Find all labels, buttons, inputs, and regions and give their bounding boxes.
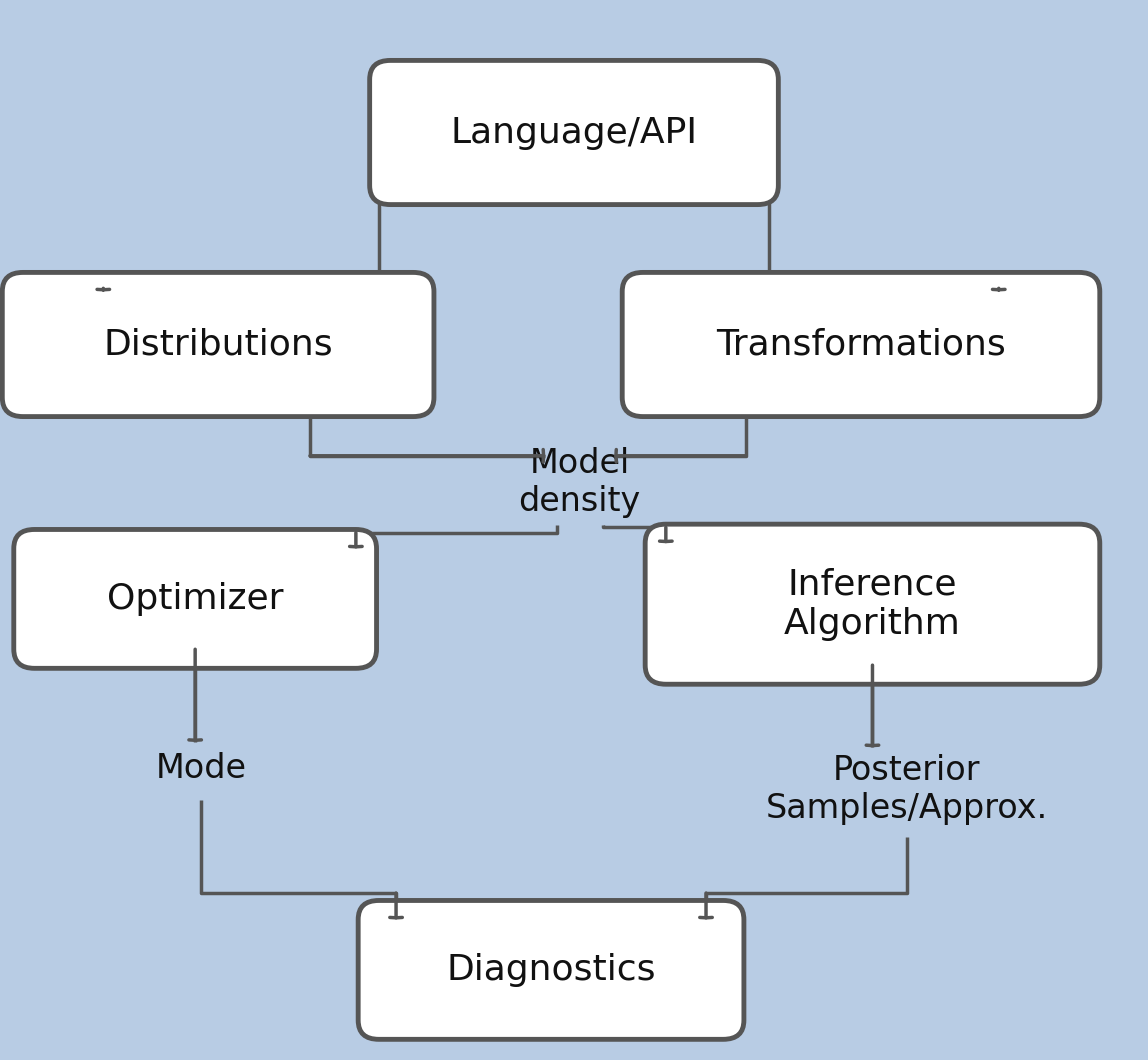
FancyBboxPatch shape — [358, 900, 744, 1039]
Text: Posterior
Samples/Approx.: Posterior Samples/Approx. — [766, 754, 1048, 826]
Text: Model
density: Model density — [519, 446, 641, 518]
Text: Transformations: Transformations — [716, 328, 1006, 361]
FancyBboxPatch shape — [2, 272, 434, 417]
Text: Language/API: Language/API — [450, 116, 698, 149]
Text: Diagnostics: Diagnostics — [447, 953, 656, 987]
Text: Distributions: Distributions — [103, 328, 333, 361]
Text: Mode: Mode — [155, 752, 247, 785]
FancyBboxPatch shape — [645, 525, 1100, 685]
FancyBboxPatch shape — [622, 272, 1100, 417]
Text: Optimizer: Optimizer — [107, 582, 284, 616]
FancyBboxPatch shape — [370, 60, 778, 205]
Text: Inference
Algorithm: Inference Algorithm — [784, 567, 961, 641]
FancyBboxPatch shape — [14, 530, 377, 669]
